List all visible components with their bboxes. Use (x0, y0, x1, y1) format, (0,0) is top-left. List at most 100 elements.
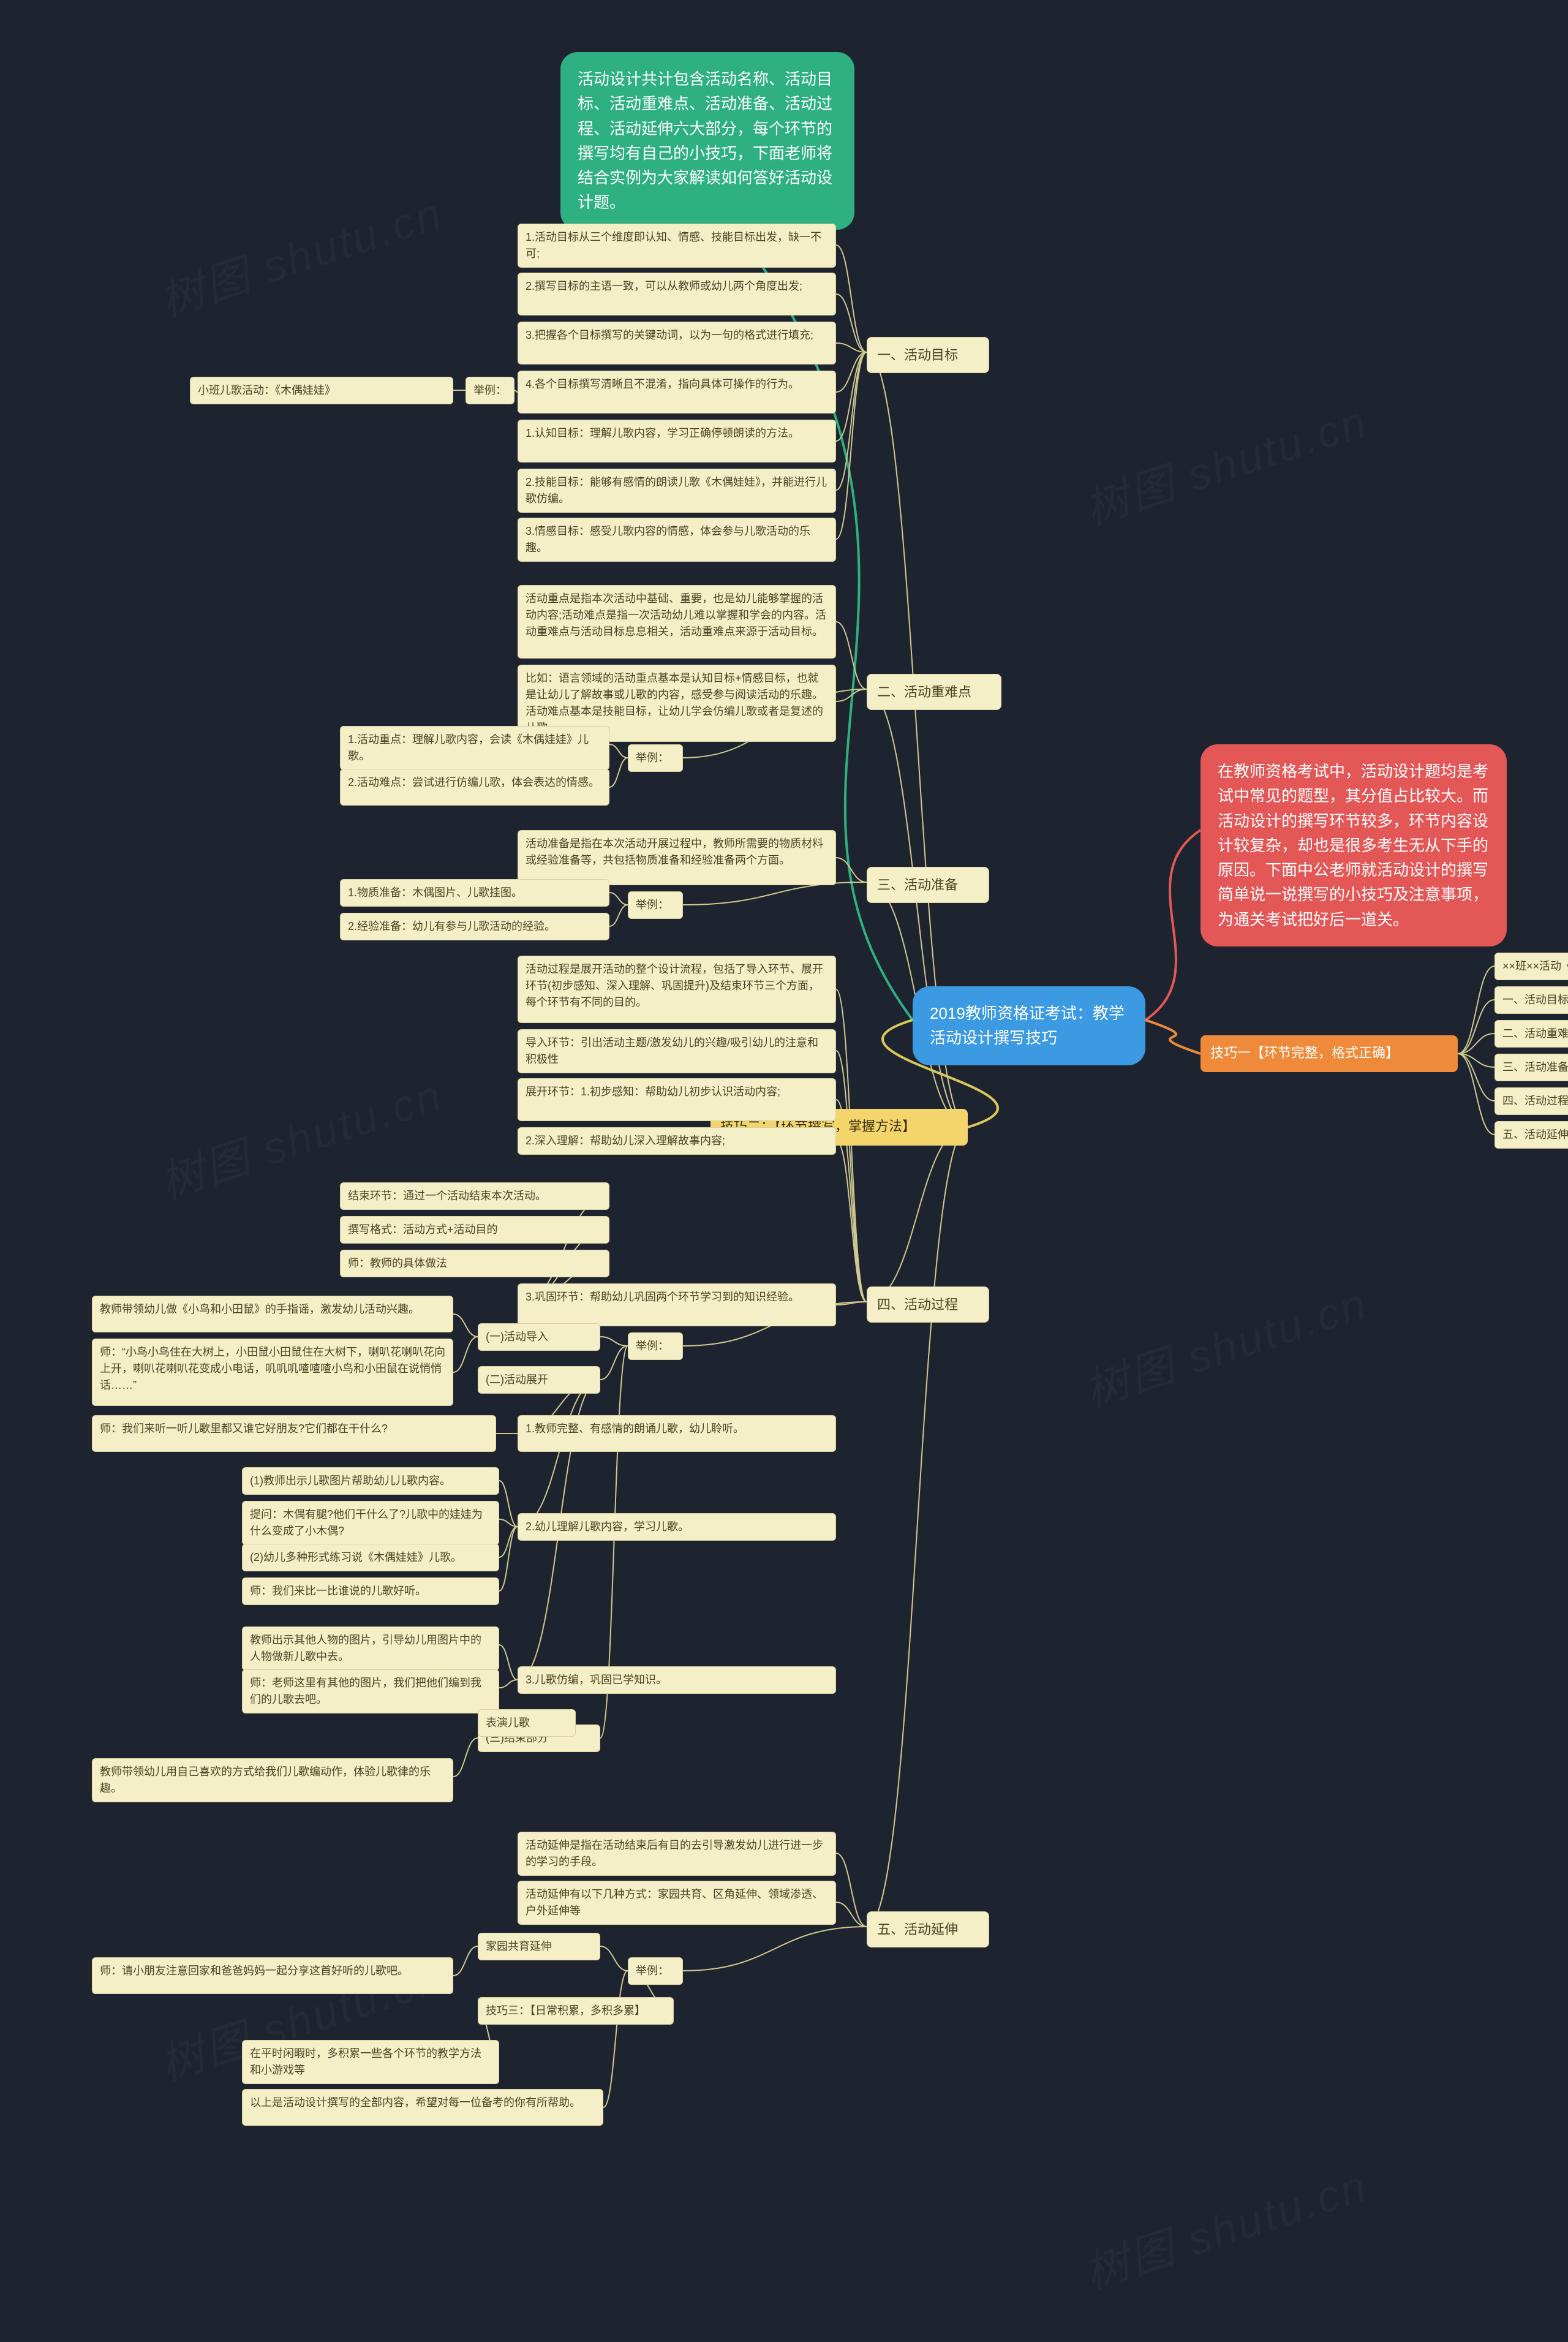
node-s2c2[interactable]: 2.活动难点：尝试进行仿编儿歌，体会表达的情感。 (340, 769, 609, 806)
node-t1d[interactable]: 三、活动准备 (1494, 1054, 1568, 1081)
node-s1f[interactable]: 2.技能目标：能够有感情的朗读儿歌《木偶娃娃》，并能进行儿歌仿编。 (518, 469, 836, 513)
edge-s5ex1-s5ex1a (453, 1946, 478, 1976)
node-label: 4.各个目标撰写清晰且不混淆，指向具体可操作的行为。 (526, 378, 799, 390)
node-s1a[interactable]: 1.活动目标从三个维度即认知、情感、技能目标出发，缺一不可; (518, 224, 836, 268)
node-s1c[interactable]: 3.把握各个目标撰写的关键动词，以为一句的格式进行填充; (518, 322, 836, 365)
node-label: 四、活动过程 (877, 1297, 958, 1312)
edge-s5ex-s5ex1 (600, 1946, 628, 1971)
node-label: 1.物质准备：木偶图片、儿歌挂图。 (348, 886, 522, 899)
node-s1b[interactable]: 2.撰写目标的主语一致，可以从教师或幼儿两个角度出发; (518, 273, 836, 315)
node-s4ex2c2[interactable]: 师：老师这里有其他的图片，我们把他们编到我们的儿歌去吧。 (242, 1669, 499, 1713)
node-s2c[interactable]: 举例： (628, 744, 683, 772)
node-s4ex1b[interactable]: 师：“小鸟小鸟住在大树上，小田鼠小田鼠住在大树下，喇叭花喇叭花向上开，喇叭花喇叭… (92, 1339, 453, 1406)
node-s4ex2a1[interactable]: 师：我们来听一听儿歌里都又谁它好朋友?它们都在干什么? (92, 1415, 496, 1452)
node-s4ex3b[interactable]: 教师带领幼儿用自己喜欢的方式给我们儿歌编动作，体验儿歌律的乐趣。 (92, 1758, 453, 1802)
edge-s4ex2b-s4ex2b2 (499, 1519, 518, 1527)
node-s5[interactable]: 五、活动延伸 (867, 1911, 989, 1947)
node-s4ex2b[interactable]: 2.幼儿理解儿歌内容，学习儿歌。 (518, 1513, 836, 1541)
node-t1a[interactable]: ××班××活动《×××》 (1494, 953, 1568, 980)
edge-tip1-t1c (1458, 1033, 1494, 1054)
node-s1d[interactable]: 4.各个目标撰写清晰且不混淆，指向具体可操作的行为。 (518, 371, 836, 414)
node-s4ex2c[interactable]: 3.儿歌仿编，巩固已学知识。 (518, 1666, 836, 1694)
node-s3b1[interactable]: 1.物质准备：木偶图片、儿歌挂图。 (340, 879, 609, 907)
node-s4ex2b1[interactable]: (1)教师出示儿歌图片帮助幼儿儿歌内容。 (242, 1467, 499, 1495)
node-s4ex2b3[interactable]: (2)幼儿多种形式练习说《木偶娃娃》儿歌。 (242, 1544, 499, 1571)
node-label: 比如：语言领域的活动重点基本是认知目标+情感目标，也就是让幼儿了解故事或儿歌的内… (526, 672, 823, 734)
node-s4h[interactable]: 3.巩固环节：帮助幼儿巩固两个环节学习到的知识经验。 (518, 1283, 836, 1326)
node-label: 五、活动延伸 (1502, 1128, 1568, 1141)
node-t1b[interactable]: 一、活动目标 (1494, 986, 1568, 1014)
edge-s1-s1d (836, 352, 867, 392)
node-s1ex[interactable]: 举例： (466, 377, 514, 404)
node-s2a[interactable]: 活动重点是指本次活动中基础、重要，也是幼儿能够掌握的活动内容;活动难点是指一次活… (518, 585, 836, 659)
node-label: 师：我们来听一听儿歌里都又谁它好朋友?它们都在干什么? (100, 1422, 388, 1435)
node-s5a[interactable]: 活动延伸是指在活动结束后有目的去引导激发幼儿进行进一步的学习的手段。 (518, 1832, 836, 1876)
node-t1f[interactable]: 五、活动延伸 (1494, 1121, 1568, 1149)
node-s1e[interactable]: 1.认知目标：理解儿歌内容，学习正确停顿朗读的方法。 (518, 420, 836, 463)
edge-s1-s1a (836, 245, 867, 352)
node-s4g[interactable]: 师：教师的具体做法 (340, 1250, 609, 1277)
node-s3b[interactable]: 举例： (628, 891, 683, 919)
node-label: 活动准备是指在本次活动开展过程中，教师所需要的物质材料或经验准备等，共包括物质准… (526, 837, 823, 866)
node-label: (二)活动展开 (486, 1373, 548, 1386)
node-s4ex3a[interactable]: 表演儿歌 (478, 1709, 576, 1737)
edge-s4ex2b-s4ex2b1 (499, 1481, 518, 1527)
node-s4ex2b2[interactable]: 提问：木偶有腿?他们干什么了?儿歌中的娃娃为什么变成了小木偶? (242, 1501, 499, 1545)
node-label: 2.活动难点：尝试进行仿编儿歌，体会表达的情感。 (348, 776, 600, 788)
node-label: 展开环节：1.初步感知：帮助幼儿初步认识活动内容; (526, 1086, 780, 1098)
node-s1ex2[interactable]: 小班儿歌活动：《木偶娃娃》 (190, 377, 453, 404)
edge-s2c-s2c1 (609, 744, 628, 758)
node-label: 一、活动目标 (1502, 994, 1568, 1006)
node-label: 师：“小鸟小鸟住在大树上，小田鼠小田鼠住在大树下，喇叭花喇叭花向上开，喇叭花喇叭… (100, 1346, 445, 1391)
node-s3b2[interactable]: 2.经验准备：幼儿有参与儿歌活动的经验。 (340, 913, 609, 940)
node-s3a[interactable]: 活动准备是指在本次活动开展过程中，教师所需要的物质材料或经验准备等，共包括物质准… (518, 830, 836, 885)
node-s4ex2b4[interactable]: 师：我们来比一比谁说的儿歌好听。 (242, 1577, 499, 1605)
node-s4b[interactable]: 导入环节：引出活动主题/激发幼儿的兴趣/吸引幼儿的注意和积极性 (518, 1029, 836, 1073)
node-s4e[interactable]: 结束环节：通过一个活动结束本次活动。 (340, 1182, 609, 1210)
node-s4ex2a[interactable]: 1.教师完整、有感情的朗诵儿歌，幼儿聆听。 (518, 1415, 836, 1452)
node-s1g[interactable]: 3.情感目标：感受儿歌内容的情感，体会参与儿歌活动的乐趣。 (518, 518, 836, 562)
edge-tip1-t1d (1458, 1054, 1494, 1067)
node-s5ex3[interactable]: 以上是活动设计撰写的全部内容，希望对每一位备考的你有所帮助。 (242, 2089, 603, 2126)
node-s4ex[interactable]: 举例： (628, 1332, 683, 1360)
edge-root-tip1 (1145, 1020, 1200, 1054)
edge-s4-s4d (836, 1141, 867, 1302)
watermark: 树图 shutu.cn (1076, 2149, 1375, 2301)
node-s5b[interactable]: 活动延伸有以下几种方式：家园共育、区角延伸、领域渗透、户外延伸等 (518, 1881, 836, 1925)
node-s2[interactable]: 二、活动重难点 (867, 674, 1001, 710)
node-s4[interactable]: 四、活动过程 (867, 1286, 989, 1323)
node-s4ex2[interactable]: (二)活动展开 (478, 1366, 600, 1394)
node-s3[interactable]: 三、活动准备 (867, 867, 989, 903)
node-label: 活动延伸有以下几种方式：家园共育、区角延伸、领域渗透、户外延伸等 (526, 1888, 823, 1917)
node-root[interactable]: 2019教师资格证考试：教学活动设计撰写技巧 (913, 986, 1145, 1065)
node-s5ex1a[interactable]: 师：请小朋友注意回家和爸爸妈妈一起分享这首好听的儿歌吧。 (92, 1957, 453, 1994)
node-s5ex2a[interactable]: 在平时闲暇时，多积累一些各个环节的教学方法和小游戏等 (242, 2040, 499, 2084)
node-label: 二、活动重难点 (1502, 1027, 1568, 1040)
edge-s3-s3b (683, 882, 867, 905)
node-s5ex[interactable]: 举例： (628, 1957, 683, 1985)
node-s4d[interactable]: 2.深入理解：帮助幼儿深入理解故事内容; (518, 1127, 836, 1155)
node-s4ex1a[interactable]: 教师带领幼儿做《小鸟和小田鼠》的手指谣，激发幼儿活动兴趣。 (92, 1296, 453, 1332)
node-tip1[interactable]: 技巧一【环节完整，格式正确】 (1200, 1035, 1458, 1072)
edge-root-intro1 (1145, 830, 1200, 1020)
node-s2c1[interactable]: 1.活动重点：理解儿歌内容，会读《木偶娃娃》儿歌。 (340, 726, 609, 770)
node-s4ex2c1[interactable]: 教师出示其他人物的图片，引导幼儿用图片中的人物做新儿歌中去。 (242, 1626, 499, 1671)
edge-s2-s2a (836, 622, 867, 689)
node-intro1[interactable]: 在教师资格考试中，活动设计题均是考试中常见的题型，其分值占比较大。而活动设计的撰… (1200, 744, 1507, 946)
node-label: 2.经验准备：幼儿有参与儿歌活动的经验。 (348, 920, 556, 932)
node-s1[interactable]: 一、活动目标 (867, 337, 989, 373)
node-s4f[interactable]: 撰写格式：活动方式+活动目的 (340, 1216, 609, 1244)
node-label: 活动过程是展开活动的整个设计流程，包括了导入环节、展开环节(初步感知、深入理解、… (526, 963, 823, 1008)
node-label: 家园共育延伸 (486, 1940, 552, 1952)
mindmap-stage: 树图 shutu.cn树图 shutu.cn树图 shutu.cn树图 shut… (0, 0, 1568, 2342)
node-s4ex1[interactable]: (一)活动导入 (478, 1323, 600, 1351)
node-t1c[interactable]: 二、活动重难点 (1494, 1020, 1568, 1048)
node-s5ex2[interactable]: 技巧三：【日常积累，多积多累】 (478, 1997, 674, 2025)
node-s5ex1[interactable]: 家园共育延伸 (478, 1933, 600, 1960)
node-intro2[interactable]: 活动设计共计包含活动名称、活动目标、活动重难点、活动准备、活动过程、活动延伸六大… (560, 52, 854, 230)
node-t1e[interactable]: 四、活动过程 (1494, 1087, 1568, 1115)
node-label: 二、活动重难点 (877, 684, 971, 700)
node-s4c[interactable]: 展开环节：1.初步感知：帮助幼儿初步认识活动内容; (518, 1078, 836, 1121)
node-label: 师：我们来比一比谁说的儿歌好听。 (250, 1585, 426, 1597)
node-s4a[interactable]: 活动过程是展开活动的整个设计流程，包括了导入环节、展开环节(初步感知、深入理解、… (518, 956, 836, 1023)
